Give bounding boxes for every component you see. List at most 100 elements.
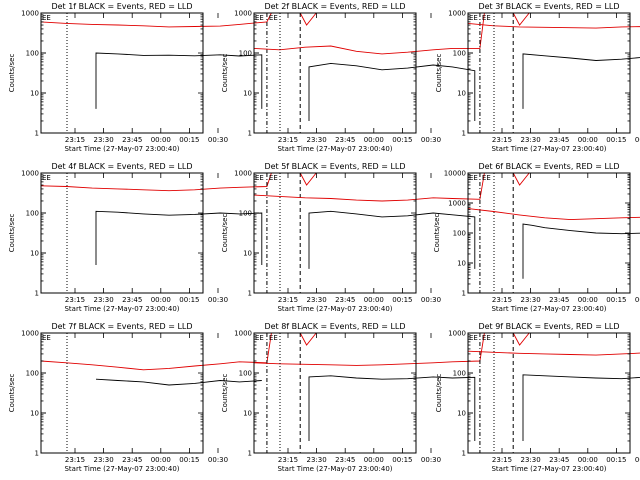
y-tick-label: 1000 bbox=[21, 330, 39, 338]
x-tick-label: 00:00 bbox=[364, 456, 384, 464]
y-axis-label: Counts/sec bbox=[8, 374, 16, 413]
y-tick-label: 10 bbox=[30, 250, 39, 258]
x-tick-label: 00:00 bbox=[578, 296, 598, 304]
x-tick-label: 23:30 bbox=[94, 296, 114, 304]
series-line-events bbox=[522, 223, 640, 279]
plot-frame bbox=[40, 172, 204, 294]
x-tick-label: 23:45 bbox=[122, 456, 142, 464]
panel-title: Det 6f BLACK = Events, RED = LLD bbox=[478, 162, 619, 171]
x-tick-label: 23:30 bbox=[94, 456, 114, 464]
panel-title: Det 1f BLACK = Events, RED = LLD bbox=[51, 2, 192, 11]
y-axis-label: Counts/sec bbox=[221, 374, 229, 413]
y-tick-label: 1000 bbox=[234, 330, 252, 338]
series-line-lld bbox=[467, 22, 640, 29]
y-tick-label: 1 bbox=[462, 290, 466, 298]
x-tick-label: 23:45 bbox=[335, 136, 355, 144]
x-tick-label: 00:15 bbox=[179, 136, 199, 144]
x-tick-label: 00:00 bbox=[151, 296, 171, 304]
x-tick-label: 23:45 bbox=[335, 456, 355, 464]
x-tick-label: 00:00 bbox=[151, 456, 171, 464]
x-tick-label: 00:30 bbox=[635, 136, 640, 144]
x-axis-label: Start Time (27-May-07 23:00:40) bbox=[277, 305, 392, 313]
x-axis-label: Start Time (27-May-07 23:00:40) bbox=[491, 145, 606, 153]
y-tick-label: 1 bbox=[462, 450, 466, 458]
y-tick-label: 1 bbox=[248, 290, 252, 298]
x-tick-label: 23:15 bbox=[65, 456, 85, 464]
x-tick-label: 00:30 bbox=[421, 456, 441, 464]
marker-label-right: EE bbox=[482, 334, 491, 342]
x-tick-label: 00:00 bbox=[578, 136, 598, 144]
series-line-events bbox=[95, 378, 262, 386]
series-line-events bbox=[308, 62, 476, 121]
x-tick-label: 23:15 bbox=[492, 456, 512, 464]
y-tick-label: 10 bbox=[243, 410, 252, 418]
x-tick-label: 23:15 bbox=[278, 136, 298, 144]
y-tick-label: 1 bbox=[35, 130, 39, 138]
marker-label-right: EE bbox=[269, 174, 278, 182]
marker-label-right: EE bbox=[269, 334, 278, 342]
x-tick-label: 23:15 bbox=[65, 136, 85, 144]
chart-panel-9f: Det 9f BLACK = Events, RED = LLDEEEE1000… bbox=[435, 322, 640, 473]
x-tick-label: 23:30 bbox=[521, 456, 541, 464]
x-tick-label: 00:00 bbox=[151, 136, 171, 144]
x-tick-label: 00:30 bbox=[208, 296, 228, 304]
marker-label-left: EE bbox=[469, 14, 478, 22]
panel-title: Det 5f BLACK = Events, RED = LLD bbox=[264, 162, 405, 171]
x-tick-label: 00:15 bbox=[606, 296, 626, 304]
panel-title: Det 4f BLACK = Events, RED = LLD bbox=[51, 162, 192, 171]
y-tick-label: 10 bbox=[243, 250, 252, 258]
y-tick-label: 100 bbox=[26, 370, 39, 378]
x-tick-label: 23:15 bbox=[492, 136, 512, 144]
series-line-events bbox=[308, 375, 476, 441]
marker-label-left: EE bbox=[255, 14, 264, 22]
x-tick-label: 23:45 bbox=[549, 456, 569, 464]
y-tick-label: 1000 bbox=[448, 10, 466, 18]
panel-title: Det 3f BLACK = Events, RED = LLD bbox=[478, 2, 619, 11]
x-tick-label: 00:00 bbox=[578, 456, 598, 464]
series-line-events bbox=[95, 210, 263, 265]
marker-label-left: EE bbox=[469, 174, 478, 182]
y-tick-label: 10 bbox=[457, 90, 466, 98]
y-tick-label: 100 bbox=[453, 50, 466, 58]
chart-panel-3f: Det 3f BLACK = Events, RED = LLDEEEE1000… bbox=[435, 2, 640, 153]
series-line-lld bbox=[467, 208, 640, 221]
y-axis-label: Counts/sec bbox=[435, 374, 443, 413]
x-tick-label: 23:15 bbox=[278, 456, 298, 464]
y-tick-label: 100 bbox=[453, 230, 466, 238]
y-tick-label: 1 bbox=[462, 130, 466, 138]
y-axis-label: Counts/sec bbox=[221, 214, 229, 253]
series-line-events bbox=[522, 374, 640, 441]
x-tick-label: 00:30 bbox=[421, 136, 441, 144]
x-tick-label: 23:30 bbox=[307, 296, 327, 304]
x-tick-label: 23:45 bbox=[122, 136, 142, 144]
y-tick-label: 100 bbox=[239, 50, 252, 58]
y-tick-label: 1000 bbox=[448, 330, 466, 338]
x-axis-label: Start Time (27-May-07 23:00:40) bbox=[491, 305, 606, 313]
x-axis-label: Start Time (27-May-07 23:00:40) bbox=[491, 465, 606, 473]
x-tick-label: 23:30 bbox=[521, 136, 541, 144]
x-tick-label: 00:15 bbox=[392, 136, 412, 144]
y-tick-label: 10 bbox=[457, 260, 466, 268]
marker-label-left: EE bbox=[469, 334, 478, 342]
series-line-lld bbox=[467, 350, 640, 356]
y-tick-label: 100 bbox=[239, 370, 252, 378]
y-axis-label: Counts/sec bbox=[8, 214, 16, 253]
x-tick-label: 00:15 bbox=[606, 136, 626, 144]
plot-frame bbox=[40, 332, 204, 454]
plot-frame bbox=[253, 332, 417, 454]
y-tick-label: 1000 bbox=[234, 170, 252, 178]
marker-label-right: EE bbox=[269, 14, 278, 22]
x-tick-label: 23:30 bbox=[307, 456, 327, 464]
plot-frame bbox=[467, 332, 631, 454]
x-tick-label: 23:15 bbox=[65, 296, 85, 304]
y-tick-label: 100 bbox=[453, 370, 466, 378]
y-tick-label: 1 bbox=[248, 450, 252, 458]
y-tick-label: 10 bbox=[243, 90, 252, 98]
series-line-events bbox=[522, 53, 640, 109]
y-axis-label: Counts/sec bbox=[221, 54, 229, 93]
x-tick-label: 00:30 bbox=[635, 456, 640, 464]
y-tick-label: 10000 bbox=[444, 170, 466, 178]
